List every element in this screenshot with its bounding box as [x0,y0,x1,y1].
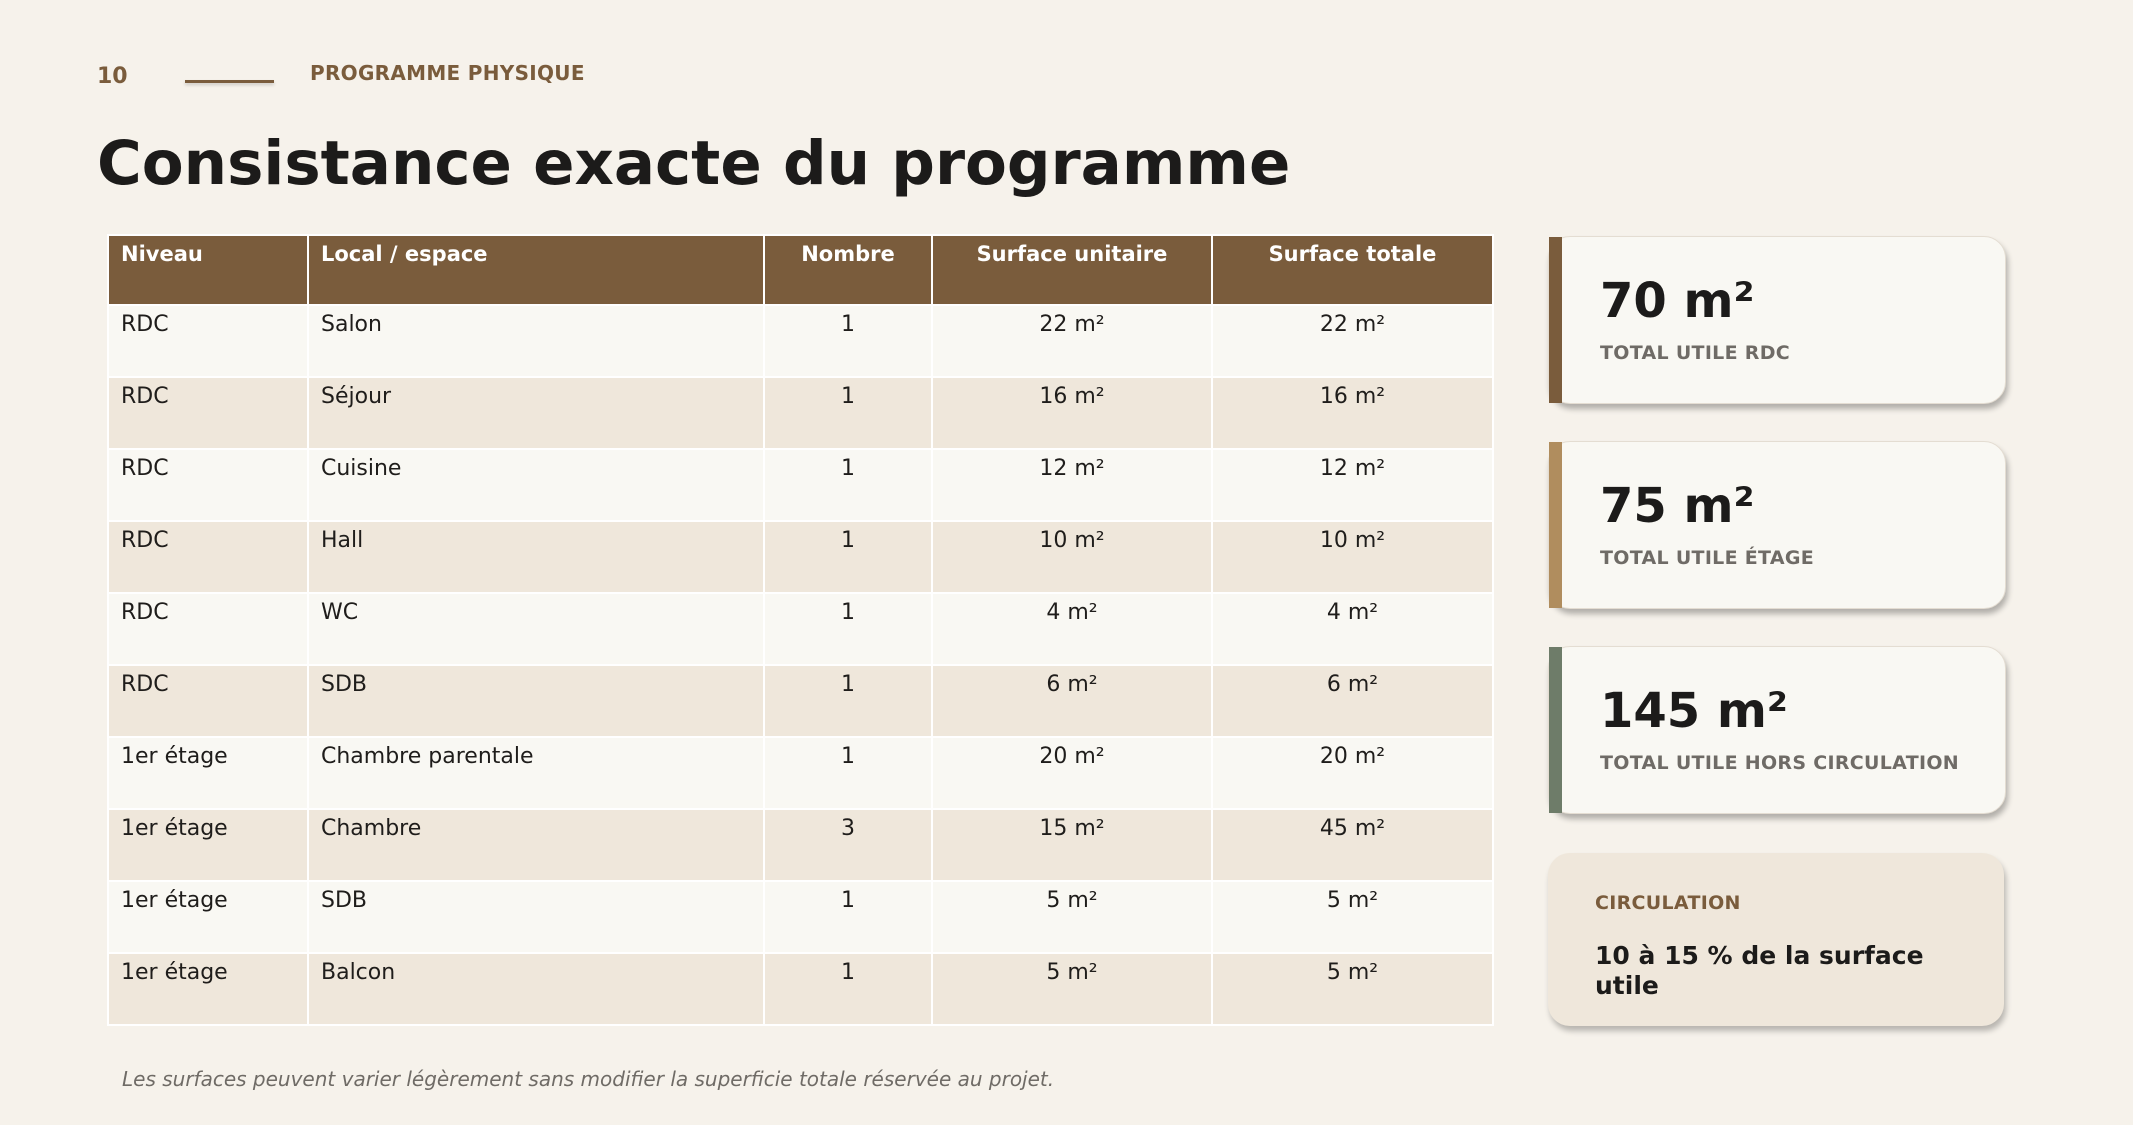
cell-local: WC [307,592,765,666]
table-row: RDC Salon 1 22 m² 22 m² [107,304,1494,378]
stat-label: TOTAL UTILE RDC [1600,342,1791,364]
table-row: 1er étage Balcon 1 5 m² 5 m² [107,952,1494,1026]
column-header-local: Local / espace [307,234,765,306]
cell-nombre: 1 [763,376,933,450]
cell-surface-totale: 20 m² [1211,736,1494,810]
table-row: 1er étage Chambre parentale 1 20 m² 20 m… [107,736,1494,810]
cell-niveau: RDC [107,448,309,522]
cell-surface-totale: 12 m² [1211,448,1494,522]
cell-niveau: 1er étage [107,952,309,1026]
cell-surface-totale: 5 m² [1211,880,1494,954]
footnote: Les surfaces peuvent varier légèrement s… [122,1067,1055,1091]
stat-card-total-hors-circulation: 145 m² TOTAL UTILE HORS CIRCULATION [1548,646,2006,814]
stat-accent-bar [1549,237,1562,403]
cell-surface-totale: 16 m² [1211,376,1494,450]
cell-niveau: 1er étage [107,808,309,882]
cell-surface-totale: 45 m² [1211,808,1494,882]
cell-surface-unitaire: 5 m² [931,880,1213,954]
page-title: Consistance exacte du programme [97,128,1291,199]
circulation-label: CIRCULATION [1595,892,1741,914]
cell-nombre: 1 [763,880,933,954]
stat-value: 70 m² [1600,273,1755,329]
cell-nombre: 1 [763,736,933,810]
cell-local: Chambre [307,808,765,882]
circulation-card: CIRCULATION 10 à 15 % de la surface util… [1548,853,2004,1026]
cell-local: Cuisine [307,448,765,522]
cell-surface-unitaire: 20 m² [931,736,1213,810]
cell-surface-unitaire: 6 m² [931,664,1213,738]
cell-surface-totale: 10 m² [1211,520,1494,594]
table-row: RDC Séjour 1 16 m² 16 m² [107,376,1494,450]
header-divider [185,80,274,83]
cell-nombre: 1 [763,448,933,522]
cell-surface-unitaire: 12 m² [931,448,1213,522]
table-row: RDC Cuisine 1 12 m² 12 m² [107,448,1494,522]
stat-label: TOTAL UTILE HORS CIRCULATION [1600,752,1959,774]
cell-local: Chambre parentale [307,736,765,810]
cell-surface-unitaire: 15 m² [931,808,1213,882]
cell-surface-unitaire: 22 m² [931,304,1213,378]
cell-niveau: RDC [107,376,309,450]
cell-local: Balcon [307,952,765,1026]
stat-accent-bar [1549,647,1562,813]
cell-nombre: 1 [763,664,933,738]
cell-niveau: RDC [107,304,309,378]
cell-surface-unitaire: 10 m² [931,520,1213,594]
stat-card-total-rdc: 70 m² TOTAL UTILE RDC [1548,236,2006,404]
cell-local: Séjour [307,376,765,450]
cell-local: Hall [307,520,765,594]
cell-niveau: RDC [107,592,309,666]
stat-accent-bar [1549,442,1562,608]
cell-surface-totale: 6 m² [1211,664,1494,738]
cell-nombre: 1 [763,592,933,666]
cell-niveau: RDC [107,664,309,738]
table-row: RDC SDB 1 6 m² 6 m² [107,664,1494,738]
cell-local: Salon [307,304,765,378]
cell-niveau: 1er étage [107,880,309,954]
cell-nombre: 3 [763,808,933,882]
table-row: RDC Hall 1 10 m² 10 m² [107,520,1494,594]
stat-label: TOTAL UTILE ÉTAGE [1600,547,1815,569]
stat-value: 145 m² [1600,683,1788,739]
cell-surface-unitaire: 16 m² [931,376,1213,450]
column-header-nombre: Nombre [763,234,933,306]
table-header-row: Niveau Local / espace Nombre Surface uni… [107,234,1494,306]
cell-niveau: 1er étage [107,736,309,810]
program-table: Niveau Local / espace Nombre Surface uni… [107,234,1494,1026]
cell-niveau: RDC [107,520,309,594]
page-number: 10 [97,64,128,89]
cell-nombre: 1 [763,952,933,1026]
stat-card-total-etage: 75 m² TOTAL UTILE ÉTAGE [1548,441,2006,609]
stat-value: 75 m² [1600,478,1755,534]
circulation-value: 10 à 15 % de la surface utile [1595,941,1924,1000]
cell-surface-unitaire: 4 m² [931,592,1213,666]
cell-local: SDB [307,880,765,954]
cell-local: SDB [307,664,765,738]
column-header-surface-unitaire: Surface unitaire [931,234,1213,306]
table-row: 1er étage SDB 1 5 m² 5 m² [107,880,1494,954]
cell-surface-totale: 22 m² [1211,304,1494,378]
cell-nombre: 1 [763,520,933,594]
cell-nombre: 1 [763,304,933,378]
cell-surface-totale: 4 m² [1211,592,1494,666]
table-row: RDC WC 1 4 m² 4 m² [107,592,1494,666]
table-row: 1er étage Chambre 3 15 m² 45 m² [107,808,1494,882]
cell-surface-totale: 5 m² [1211,952,1494,1026]
column-header-surface-totale: Surface totale [1211,234,1494,306]
column-header-niveau: Niveau [107,234,309,306]
section-label: PROGRAMME PHYSIQUE [310,61,585,85]
cell-surface-unitaire: 5 m² [931,952,1213,1026]
